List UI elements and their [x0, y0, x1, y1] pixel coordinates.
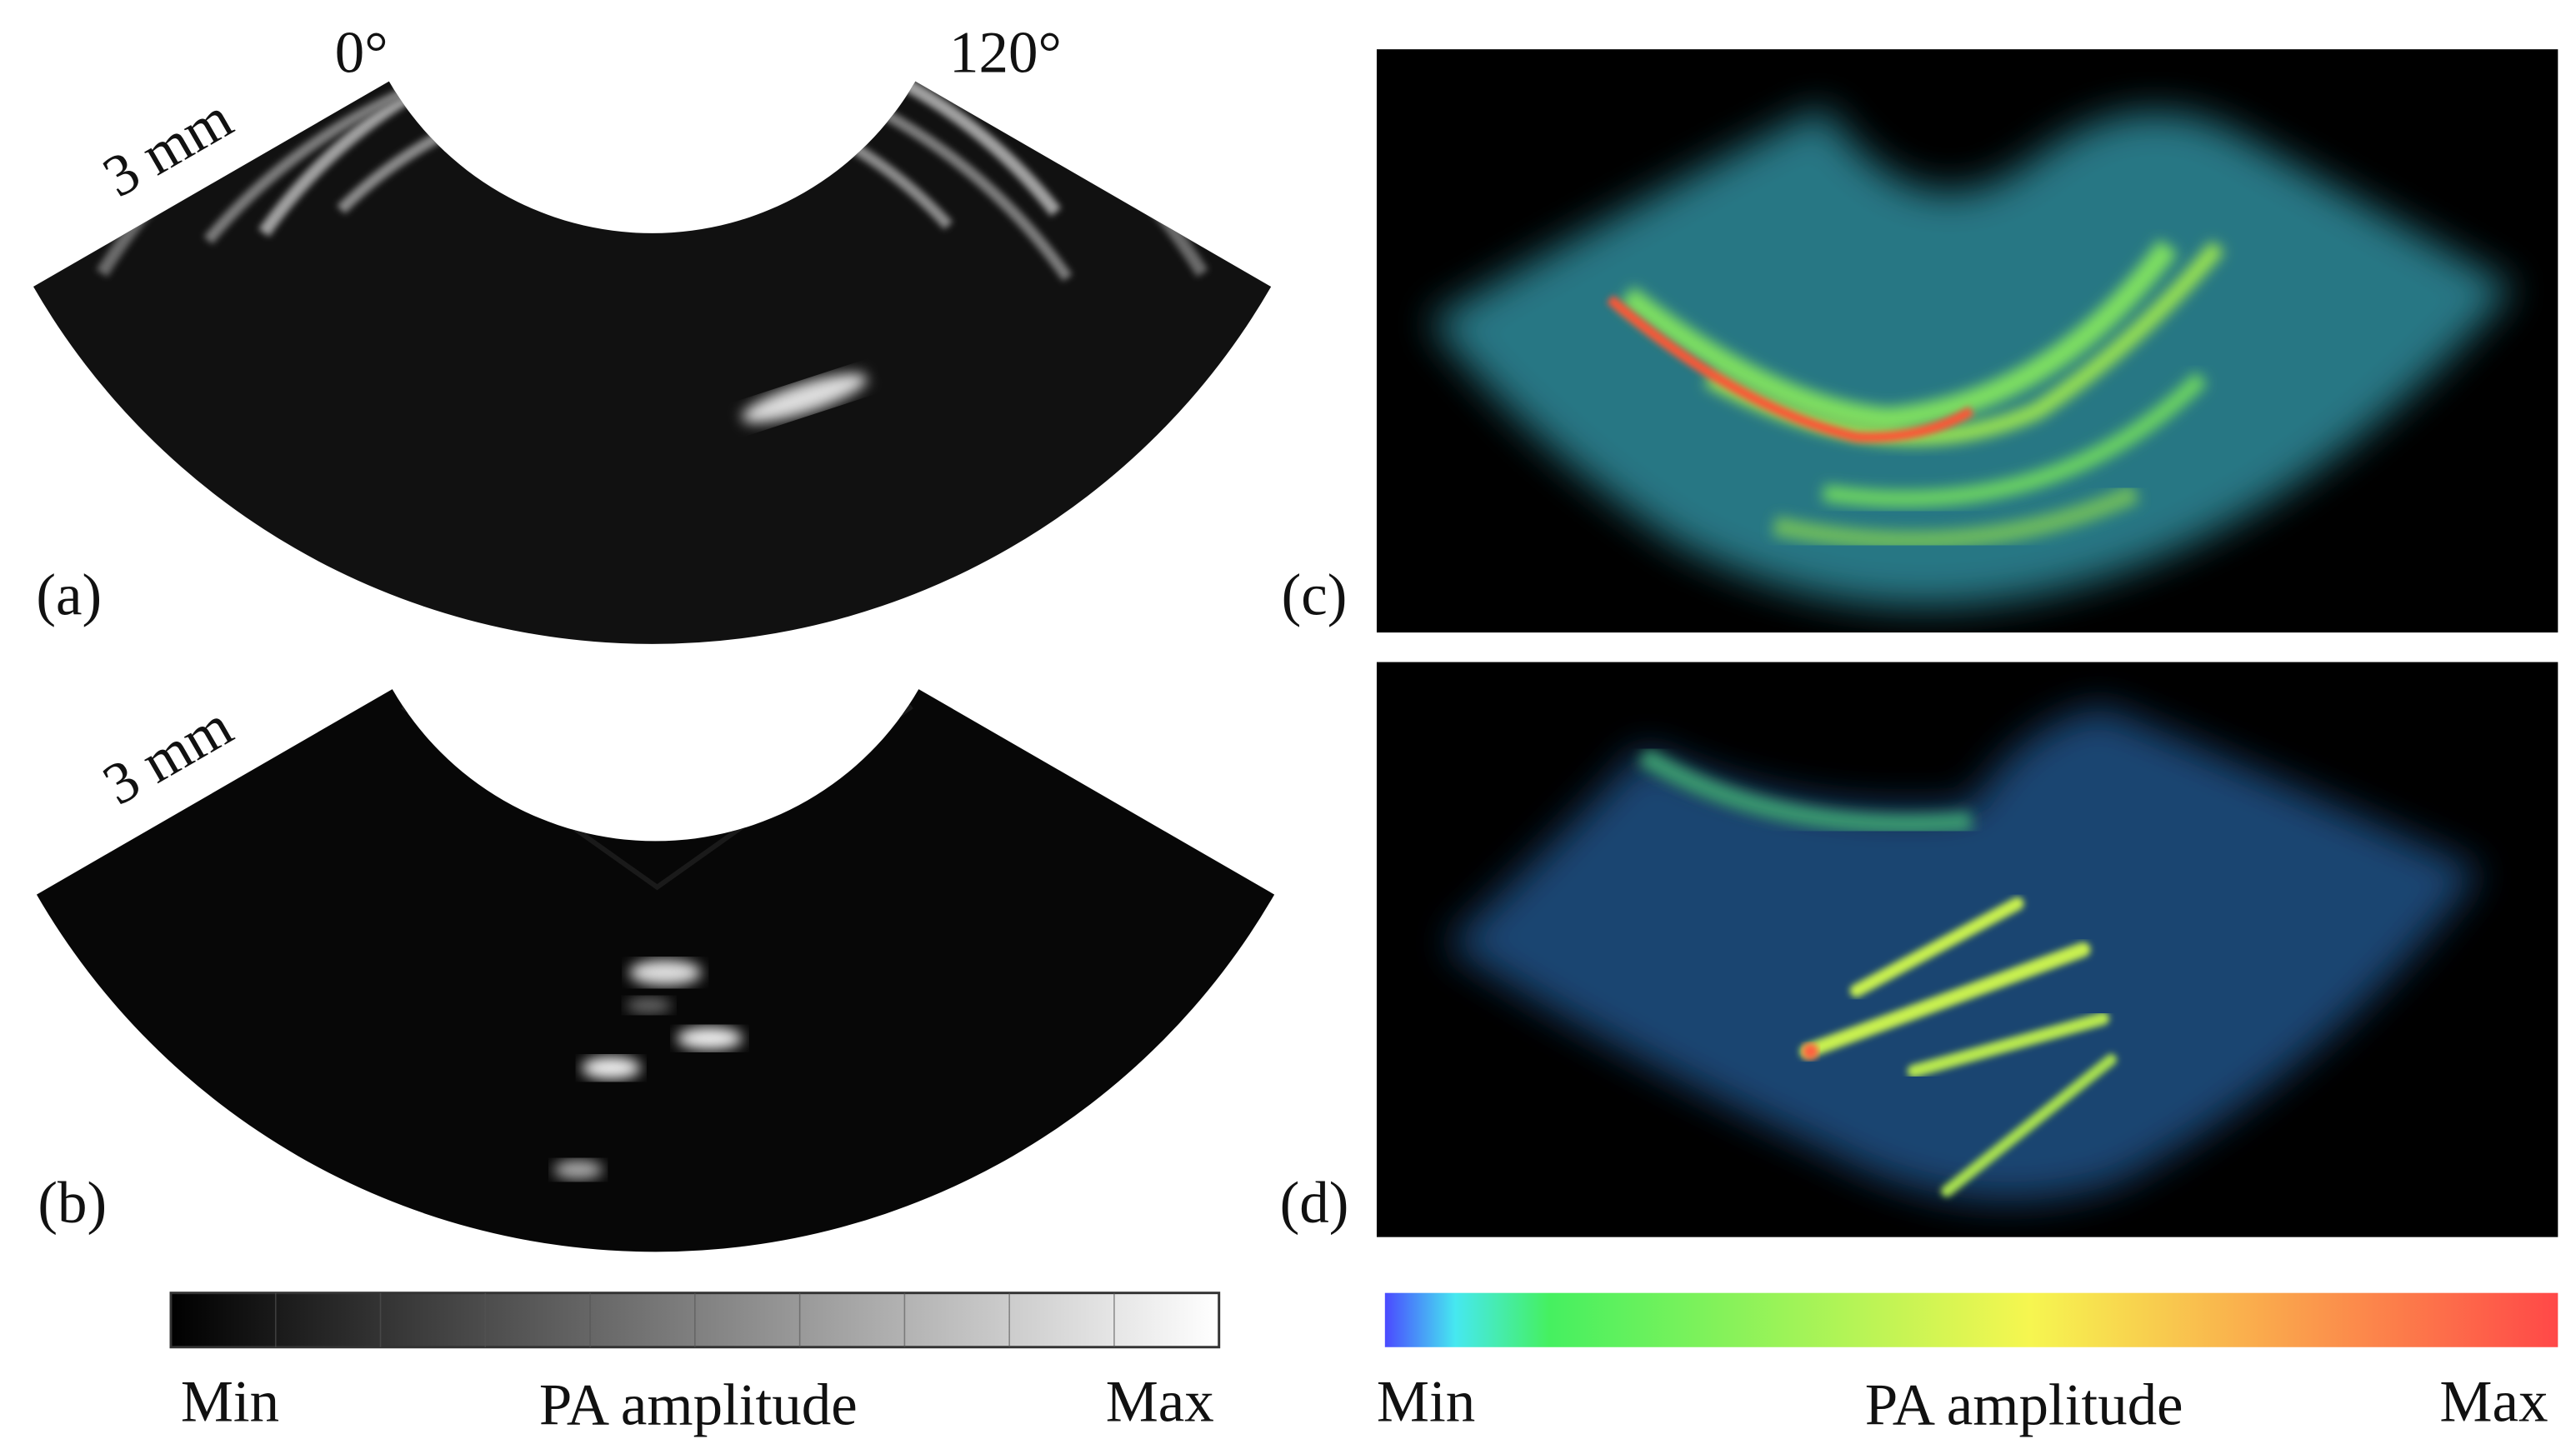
target: [553, 1159, 603, 1180]
target-peak: [1802, 1043, 1819, 1060]
colorbar-title: PA amplitude: [539, 1372, 858, 1437]
colorbar-min: Min: [1377, 1369, 1475, 1434]
target: [581, 1056, 641, 1080]
panel-label: (c): [1282, 562, 1348, 627]
surface: [1638, 747, 1973, 834]
panel-label: (b): [38, 1171, 107, 1236]
target: [1849, 897, 2024, 997]
angle-label: 0°: [335, 21, 388, 86]
volume: [1429, 107, 2514, 607]
vessel: [1822, 372, 2208, 507]
target: [626, 997, 673, 1014]
angle-label: 120°: [949, 21, 1062, 86]
vessel: [1772, 483, 2140, 551]
vessel-peak: [1607, 295, 1974, 442]
colorbar-max: Max: [1106, 1369, 1214, 1434]
volume: [1445, 706, 2481, 1202]
colorbar-segments: [274, 1292, 1115, 1347]
panel-label: (d): [1280, 1171, 1349, 1236]
volume-c: [1429, 107, 2514, 607]
target: [1907, 1012, 2110, 1078]
ring-highlight: [742, 373, 868, 423]
panel-label: (a): [36, 562, 102, 627]
volume-d: [1445, 706, 2481, 1202]
target: [629, 959, 702, 986]
vessel: [1619, 239, 2178, 431]
colorbar-max: Max: [2439, 1369, 2548, 1434]
colorbar-color: [1384, 1292, 2558, 1347]
ring: [258, 81, 1062, 237]
target: [677, 1027, 743, 1050]
sector-a: [33, 81, 1272, 644]
ring: [203, 81, 1073, 282]
target: [1799, 942, 2091, 1059]
target: [1941, 1053, 2118, 1197]
colorbar-min: Min: [181, 1369, 279, 1434]
colorbar-title: PA amplitude: [1865, 1372, 2183, 1437]
